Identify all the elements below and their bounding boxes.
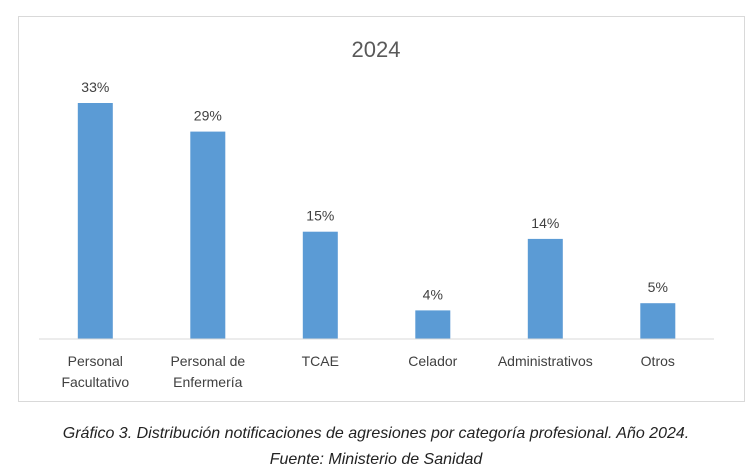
data-label-4: 14% <box>531 215 559 231</box>
figure-caption: Gráfico 3. Distribución notificaciones d… <box>62 425 690 442</box>
category-label-1: Personal de Enfermería <box>170 353 245 390</box>
category-label-3: Celador <box>408 353 457 369</box>
category-label-0: Personal Facultativo <box>61 353 129 390</box>
data-label-1: 29% <box>194 108 222 124</box>
category-label-2: TCAE <box>302 353 339 369</box>
bar-chart: 2024 33% Personal Facultativo 29% Personal d… <box>39 37 714 390</box>
chart-title: 2024 <box>352 37 401 62</box>
category-label-4: Administrativos <box>498 353 593 369</box>
bar-2 <box>302 231 338 339</box>
data-label-3: 4% <box>423 286 443 302</box>
category-label-5: Otros <box>641 353 675 369</box>
data-label-5: 5% <box>648 279 668 295</box>
figure-source: Fuente: Ministerio de Sanidad <box>269 451 483 468</box>
bar-1 <box>190 131 226 339</box>
bar-3 <box>415 310 451 339</box>
data-label-2: 15% <box>306 208 334 224</box>
bar-0 <box>77 103 113 339</box>
bar-4 <box>527 238 563 339</box>
bar-5 <box>640 303 676 339</box>
chart-frame: 2024 33% Personal Facultativo 29% Personal d… <box>18 16 745 402</box>
data-label-0: 33% <box>81 79 109 95</box>
